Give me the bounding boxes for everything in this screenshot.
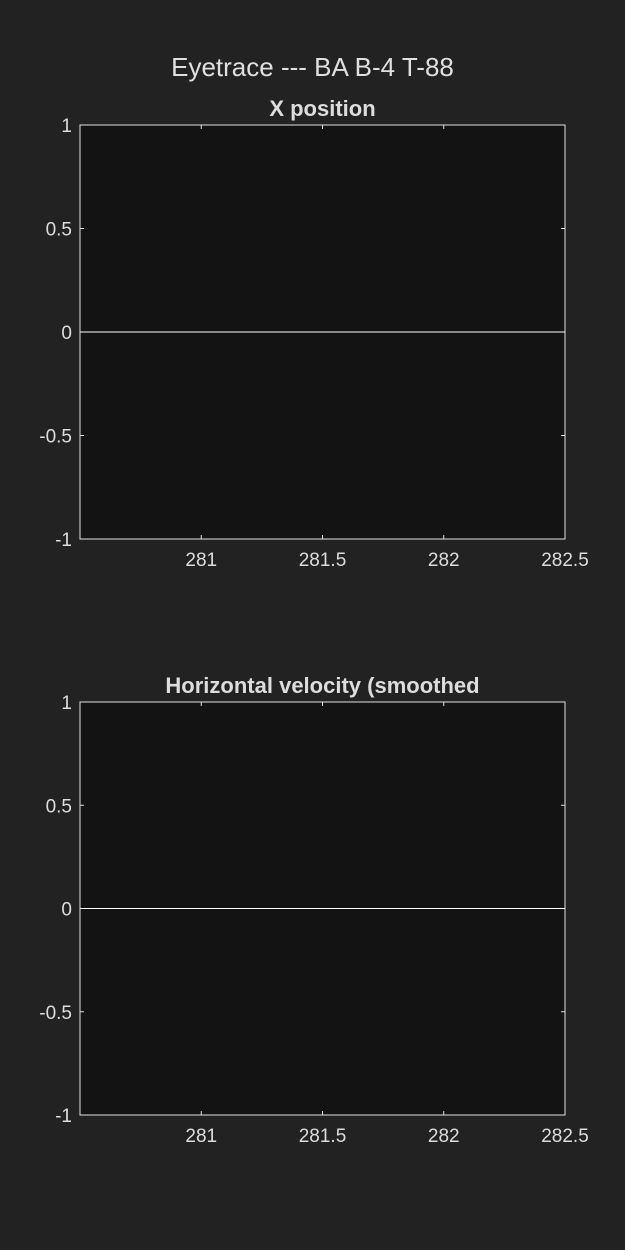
y-tick-label: -1 bbox=[55, 1106, 72, 1127]
figure-title: Eyetrace --- BA B-4 T-88 bbox=[171, 52, 454, 82]
y-tick-label: 0.5 bbox=[46, 796, 72, 817]
x-tick-label: 281.5 bbox=[299, 550, 347, 571]
y-tick-label: -0.5 bbox=[39, 1003, 72, 1024]
axes-1: 281 281.5 282 282.5 1 0.5 0 -0.5 -1 X position bbox=[39, 96, 589, 571]
x-tick-label: 282.5 bbox=[541, 550, 589, 571]
axes-frame bbox=[79, 124, 566, 540]
x-tick-label: 282 bbox=[428, 1126, 460, 1147]
y-tick-label: -1 bbox=[55, 530, 72, 551]
x-tick-label: 282 bbox=[428, 550, 460, 571]
y-tick-label: 0 bbox=[61, 900, 72, 921]
subplot-title: Horizontal velocity (smoothed bbox=[165, 673, 479, 698]
y-tick-label: 1 bbox=[61, 116, 72, 137]
y-tick-label: 0.5 bbox=[46, 220, 72, 241]
axes-frame bbox=[79, 701, 566, 1116]
x-tick-label: 282.5 bbox=[541, 1126, 589, 1147]
x-tick-label: 281 bbox=[185, 550, 217, 571]
y-tick-label: -0.5 bbox=[39, 427, 72, 448]
x-tick-label: 281.5 bbox=[299, 1126, 347, 1147]
x-tick-label: 281 bbox=[185, 1126, 217, 1147]
y-tick-label: 1 bbox=[61, 693, 72, 714]
y-tick-label: 0 bbox=[61, 323, 72, 344]
subplot-title: X position bbox=[269, 96, 375, 121]
axes-2: 281 281.5 282 282.5 1 0.5 0 -0.5 -1 Horizontal ve… bbox=[39, 673, 589, 1147]
